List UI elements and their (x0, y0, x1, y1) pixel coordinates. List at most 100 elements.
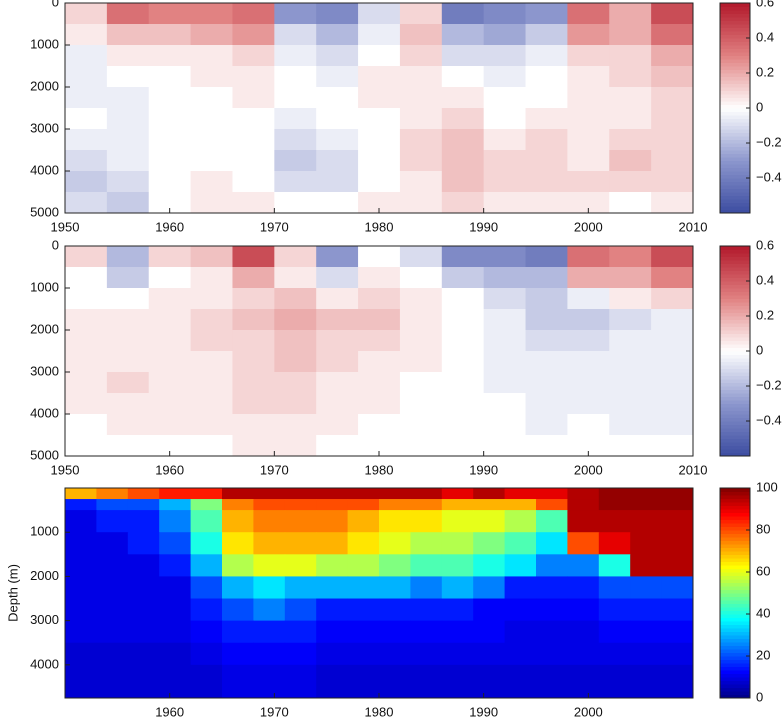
heatmap-cell (65, 87, 108, 109)
colorbar-step (720, 97, 750, 102)
colorbar-step (720, 438, 750, 443)
heatmap-cell (106, 351, 150, 373)
heatmap-cell (473, 642, 506, 666)
heatmap-cell (190, 288, 233, 310)
colorbar-step (720, 642, 750, 646)
heatmap-cell (525, 171, 568, 193)
colorbar-tick-label: 0.2 (756, 307, 774, 322)
heatmap-cell (127, 488, 160, 500)
heatmap-cell (316, 414, 359, 436)
heatmap-cell (483, 87, 527, 109)
heatmap-cell (65, 45, 108, 67)
heatmap-cell (536, 664, 568, 699)
colorbar-step (720, 69, 750, 74)
heatmap-cell (441, 620, 474, 644)
heatmap-cell (190, 66, 233, 88)
colorbar-tick-label: −0.2 (756, 134, 782, 149)
colorbar-step (720, 614, 750, 618)
heatmap-cell (441, 3, 485, 25)
heatmap-cell (232, 288, 275, 310)
heatmap-cell (65, 3, 108, 25)
heatmap-cell (651, 330, 694, 352)
heatmap-cell (190, 246, 233, 268)
heatmap-cell (222, 664, 254, 699)
heatmap-cell (232, 435, 275, 457)
heatmap-cell (399, 246, 443, 268)
heatmap-cell (190, 393, 233, 415)
heatmap-cell (148, 414, 192, 436)
heatmap-cell (284, 499, 317, 511)
colorbar-step (720, 330, 750, 334)
colorbar-step (720, 256, 750, 261)
heatmap-cell (567, 45, 610, 67)
heatmap-cell (190, 620, 223, 644)
heatmap-cell (598, 499, 631, 511)
colorbar-step (720, 150, 750, 154)
colorbar-step (720, 73, 750, 77)
heatmap-cell (274, 435, 317, 457)
heatmap-cell (284, 598, 317, 622)
colorbar-step (720, 547, 750, 552)
y-tick-label: 5000 (30, 204, 59, 219)
x-tick-label: 1980 (365, 462, 394, 477)
colorbar-step (720, 498, 750, 503)
colorbar-step (720, 540, 750, 545)
heatmap-cell (536, 554, 568, 577)
colorbar-tick-label: 100 (756, 479, 778, 494)
heatmap-cell (65, 246, 108, 268)
heatmap-cell (253, 642, 286, 666)
heatmap-cell (316, 330, 359, 352)
heatmap-cell (598, 598, 631, 622)
colorbar-step (720, 428, 750, 432)
colorbar-step (720, 202, 750, 207)
heatmap-cell (567, 351, 610, 373)
colorbar-tick-label: 20 (756, 647, 770, 662)
heatmap-cell (358, 66, 401, 88)
heatmap-cell (222, 532, 254, 555)
heatmap-cell (525, 309, 568, 331)
heatmap-cell (159, 532, 192, 555)
heatmap-cell (358, 45, 401, 67)
heatmap-cell (232, 267, 275, 289)
y-tick-label: 3000 (30, 363, 59, 378)
heatmap-cell (148, 393, 192, 415)
colorbar-step (720, 3, 750, 7)
heatmap-cell (222, 598, 254, 622)
y-tick-label: 2000 (30, 568, 59, 583)
heatmap-cell (190, 499, 223, 511)
heatmap-cell (609, 372, 652, 394)
colorbar-frame (719, 487, 751, 699)
heatmap-cell (148, 87, 192, 109)
x-tick-label: 1990 (469, 462, 498, 477)
heatmap-cell (536, 598, 568, 622)
colorbar-step (720, 421, 750, 425)
heatmap-cell (347, 554, 380, 577)
colorbar-step (720, 76, 750, 81)
colorbar-step (720, 351, 750, 355)
heatmap-cell (222, 576, 254, 600)
heatmap-cell (190, 576, 223, 600)
colorbar-step (720, 659, 750, 664)
heatmap-cell (65, 532, 97, 555)
heatmap-cell (65, 171, 108, 193)
colorbar-step (720, 143, 750, 147)
heatmap-cell (525, 150, 568, 172)
heatmap-cell (399, 435, 443, 457)
heatmap-cell (567, 576, 600, 600)
heatmap-cell (441, 499, 474, 511)
heatmap-cell (358, 171, 401, 193)
colorbar-step (720, 617, 750, 622)
heatmap-cell (536, 510, 568, 533)
heatmap-cell (525, 66, 568, 88)
colorbar-step (720, 575, 750, 580)
x-tick-label: 2000 (574, 462, 603, 477)
heatmap-cell (567, 499, 600, 511)
heatmap-cell (441, 309, 485, 331)
colorbar-step (720, 309, 750, 313)
heatmap-cell (96, 510, 129, 533)
heatmap-cell (473, 664, 506, 699)
heatmap-cell (232, 309, 275, 331)
heatmap-cell (316, 192, 359, 214)
heatmap-cell (127, 664, 160, 699)
heatmap-cell (284, 554, 317, 577)
